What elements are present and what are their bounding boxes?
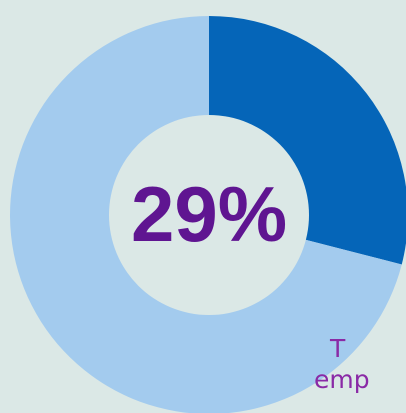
cropped-caption: T emp bbox=[314, 333, 406, 395]
caption-line-2: emp bbox=[314, 365, 370, 394]
caption-line-1: T bbox=[330, 334, 346, 363]
center-percentage-label: 29% bbox=[131, 170, 287, 258]
donut-hole bbox=[109, 115, 309, 315]
